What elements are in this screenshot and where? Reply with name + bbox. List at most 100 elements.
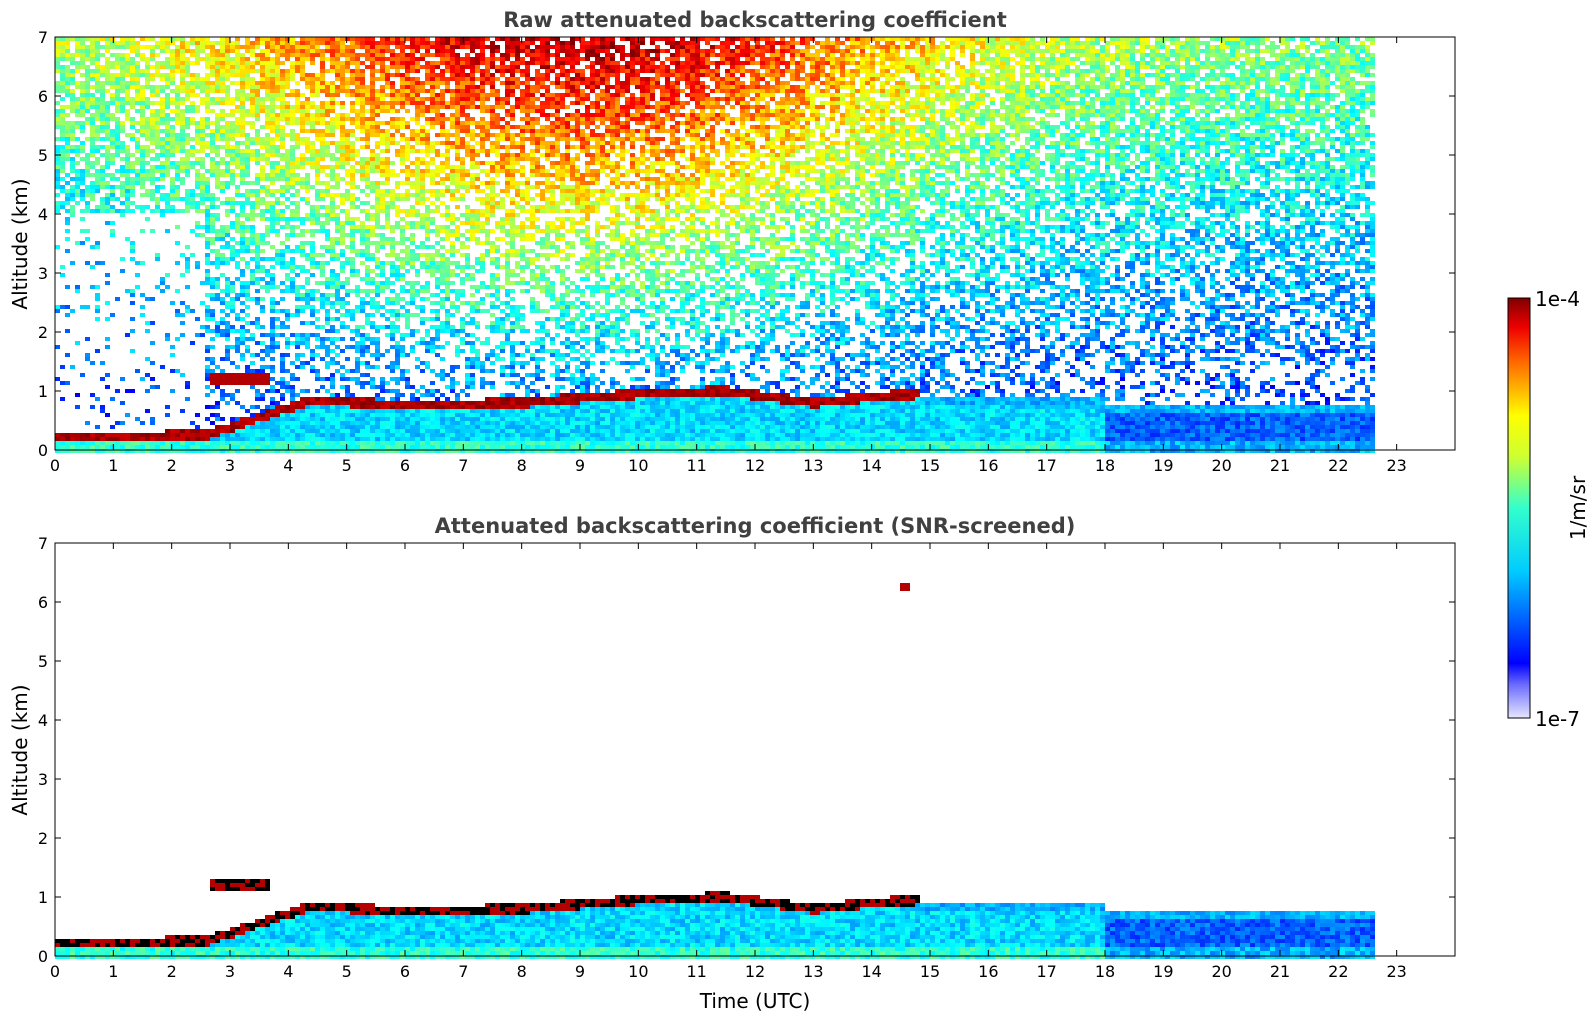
top-heatmap-cell	[225, 93, 230, 97]
top-heatmap-cell	[340, 105, 345, 109]
top-heatmap-cell	[120, 97, 125, 101]
top-heatmap-cell	[75, 169, 80, 173]
top-heatmap-cell	[290, 281, 295, 285]
top-heatmap-cell	[265, 377, 270, 381]
top-heatmap-cell	[370, 301, 375, 305]
top-heatmap-cell	[210, 161, 215, 165]
top-heatmap-cell	[75, 241, 80, 245]
top-heatmap-cell	[360, 225, 365, 229]
top-heatmap-cell	[450, 385, 455, 389]
top-heatmap-cell	[410, 101, 415, 105]
top-heatmap-cell	[255, 369, 260, 373]
top-heatmap-cell	[330, 249, 335, 253]
top-heatmap-cell	[305, 293, 310, 297]
top-heatmap-cell	[150, 73, 155, 77]
top-heatmap-cell	[130, 69, 135, 73]
top-heatmap-cell	[80, 305, 85, 309]
top-heatmap-cell	[325, 149, 330, 153]
top-heatmap-cell	[65, 381, 70, 385]
top-heatmap-cell	[395, 269, 400, 273]
top-heatmap-cell	[435, 85, 440, 89]
top-heatmap-cell	[115, 137, 120, 141]
top-heatmap-cell	[210, 57, 215, 61]
top-heatmap-cell	[420, 221, 425, 225]
top-heatmap-cell	[420, 241, 425, 245]
top-heatmap-cell	[375, 245, 380, 249]
top-heatmap-cell	[170, 429, 175, 433]
top-heatmap-cell	[250, 97, 255, 101]
top-heatmap-cell	[330, 425, 335, 429]
top-heatmap-cell	[390, 389, 395, 393]
top-heatmap-cell	[115, 445, 120, 449]
top-heatmap-cell	[155, 437, 160, 441]
top-heatmap-cell	[445, 133, 450, 137]
top-heatmap-cell	[445, 77, 450, 81]
top-heatmap-cell	[440, 101, 445, 105]
top-heatmap-cell	[395, 329, 400, 333]
top-heatmap-cell	[325, 277, 330, 281]
top-heatmap-cell	[300, 181, 305, 185]
top-heatmap-cell	[290, 341, 295, 345]
top-heatmap-cell	[335, 273, 340, 277]
top-heatmap-cell	[365, 125, 370, 129]
top-heatmap-cell	[305, 161, 310, 165]
top-heatmap-cell	[310, 57, 315, 61]
top-heatmap-cell	[360, 117, 365, 121]
top-heatmap-cell	[425, 417, 430, 421]
top-heatmap-cell	[370, 269, 375, 273]
top-heatmap-cell	[365, 253, 370, 257]
top-heatmap-cell	[290, 77, 295, 81]
top-heatmap-cell	[430, 89, 435, 93]
top-heatmap-cell	[280, 189, 285, 193]
top-heatmap-cell	[215, 101, 220, 105]
top-heatmap-cell	[435, 281, 440, 285]
top-heatmap-cell	[185, 133, 190, 137]
top-heatmap-cell	[435, 421, 440, 425]
top-heatmap-cell	[55, 85, 60, 89]
top-heatmap-cell	[175, 61, 180, 65]
top-heatmap-cell	[245, 437, 250, 441]
top-heatmap-cell	[245, 321, 250, 325]
top-heatmap-cell	[265, 273, 270, 277]
top-heatmap-cell	[255, 213, 260, 217]
top-heatmap-cell	[255, 393, 260, 397]
top-heatmap-cell	[255, 373, 260, 377]
top-heatmap-cell	[355, 397, 360, 401]
top-heatmap-cell	[300, 285, 305, 289]
top-heatmap-cell	[245, 305, 250, 309]
top-heatmap-cell	[130, 117, 135, 121]
top-heatmap-cell	[55, 309, 60, 313]
top-heatmap-cell	[420, 57, 425, 61]
top-heatmap-cell	[320, 377, 325, 381]
top-heatmap-cell	[150, 189, 155, 193]
top-heatmap-cell	[395, 293, 400, 297]
top-heatmap-cell	[215, 233, 220, 237]
top-heatmap-cell	[120, 449, 125, 453]
top-heatmap-cell	[270, 57, 275, 61]
top-heatmap-cell	[290, 41, 295, 45]
top-heatmap-cell	[260, 265, 265, 269]
top-heatmap-cell	[295, 81, 300, 85]
top-heatmap-cell	[90, 105, 95, 109]
top-heatmap-cell	[245, 213, 250, 217]
top-heatmap-cell	[275, 81, 280, 85]
top-heatmap-cell	[390, 309, 395, 313]
top-heatmap-cell	[80, 45, 85, 49]
top-heatmap-cell	[270, 165, 275, 169]
top-heatmap-cell	[175, 197, 180, 201]
top-heatmap-cell	[240, 289, 245, 293]
top-heatmap-cell	[360, 233, 365, 237]
top-heatmap-cell	[310, 309, 315, 313]
top-heatmap-cell	[215, 321, 220, 325]
top-heatmap-cell	[340, 233, 345, 237]
top-heatmap-cell	[220, 301, 225, 305]
top-heatmap-cell	[235, 297, 240, 301]
top-heatmap-cell	[365, 181, 370, 185]
top-heatmap-cell	[295, 65, 300, 69]
top-heatmap-cell	[360, 421, 365, 425]
top-heatmap-cell	[340, 325, 345, 329]
top-heatmap-cell	[180, 321, 185, 325]
top-heatmap-cell	[425, 225, 430, 229]
top-heatmap-cell	[345, 309, 350, 313]
top-heatmap-cell	[160, 213, 165, 217]
